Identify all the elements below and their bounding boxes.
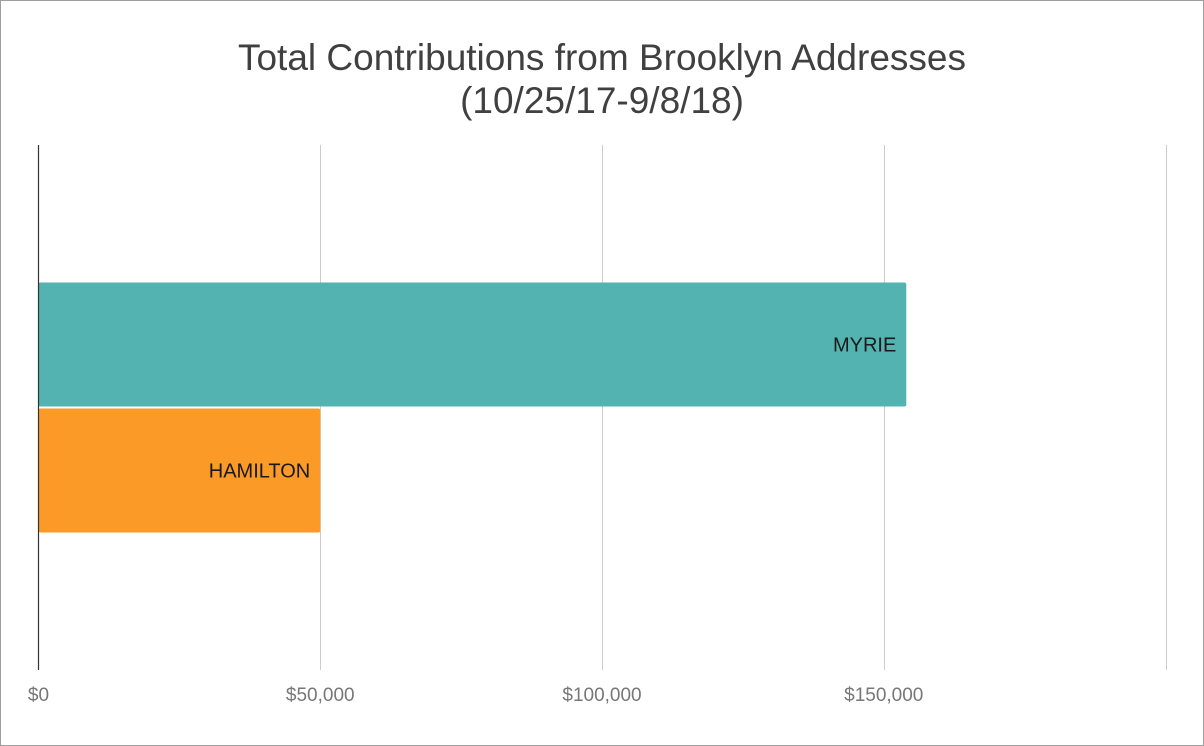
bar-myrie [38, 282, 907, 407]
bar-label: HAMILTON [209, 461, 311, 483]
chart-title-line-1: Total Contributions from Brooklyn Addres… [237, 37, 966, 78]
x-tick-labels: $0 $50,000 $100,000 $150,000 [28, 685, 923, 706]
bar-label: MYRIE [833, 335, 896, 357]
gridlines [320, 145, 1167, 670]
x-tick-label: $100,000 [562, 685, 641, 706]
x-tick-label: $150,000 [844, 685, 923, 706]
bar-labels: MYRIE HAMILTON [209, 335, 897, 483]
chart-title-line-2: (10/25/17-9/8/18) [460, 80, 744, 121]
x-tick-label: $0 [28, 685, 49, 706]
chart-title: Total Contributions from Brooklyn Addres… [0, 36, 1204, 122]
bar-hamilton [38, 408, 321, 533]
bars [38, 282, 907, 533]
x-tick-label: $50,000 [286, 685, 355, 706]
